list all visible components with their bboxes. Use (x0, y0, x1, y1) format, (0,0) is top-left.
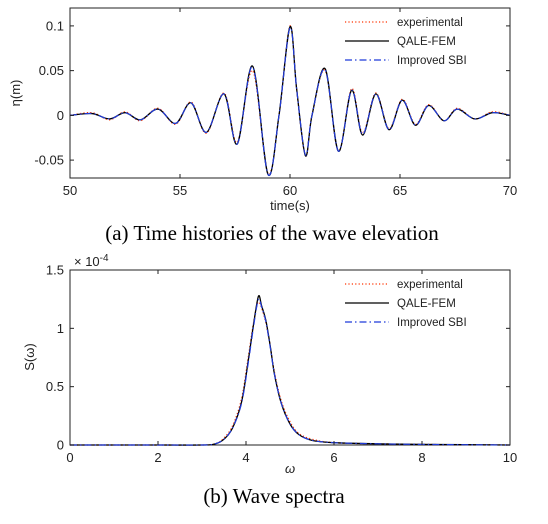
panel-b-xtick-label: 8 (418, 450, 425, 465)
panel-b-ytick-label: 0 (57, 438, 64, 453)
panel-b-xtick-label: 0 (66, 450, 73, 465)
panel-a-xtick-label: 70 (503, 183, 517, 198)
panel-b-exponent: -4 (100, 253, 109, 264)
panel-b-xlabel: ω (285, 461, 295, 476)
panel-a-chart: 50 55 60 65 70 -0.05 0 0.05 0.1 time(s) η(m) exp… (8, 7, 517, 245)
panel-a-legend-label: QALE-FEM (397, 36, 456, 48)
panel-a-caption: (a) Time histories of the wave elevation (105, 221, 439, 245)
panel-a-series-improved-sbi (69, 27, 511, 176)
panel-b-plot-area (69, 269, 511, 446)
panel-b-caption: (b) Wave spectra (203, 484, 345, 508)
panel-b-ylabel: S(ω) (22, 343, 37, 370)
panel-b-xtick-label: 2 (154, 450, 161, 465)
panel-b-ytick-label: 0.5 (46, 379, 64, 394)
panel-b-xtick-label: 6 (330, 450, 337, 465)
panel-b-ticks: 0 2 4 6 8 10 0 0.5 1 1.5 (46, 263, 517, 466)
panel-a-xtick-label: 65 (393, 183, 407, 198)
panel-b-xtick-label: 10 (503, 450, 517, 465)
panel-a-ytick-label: 0.05 (39, 63, 64, 78)
panel-a-ytick-label: 0 (57, 108, 64, 123)
panel-b-chart: 0 2 4 6 8 10 0 0.5 1 1.5 × 10-4 ω S(ω) experiment… (22, 253, 517, 508)
panel-b-exponent-label: × 10-4 (74, 253, 109, 269)
panel-b-series-improved-sbi (70, 298, 511, 446)
panel-b-xtick-label: 4 (242, 450, 249, 465)
panel-a-xtick-label: 55 (173, 183, 187, 198)
panel-b-legend-label: QALE-FEM (397, 298, 456, 310)
panel-a-ylabel: η(m) (8, 80, 23, 107)
panel-b-ytick-label: 1 (57, 321, 64, 336)
panel-b-legend-label: Improved SBI (397, 317, 467, 329)
panel-a-plot-area (69, 7, 511, 179)
panel-a-legend-label: experimental (397, 17, 463, 29)
panel-a-xtick-label: 50 (63, 183, 77, 198)
panel-a-ytick-label: -0.05 (34, 153, 64, 168)
panel-a-legend-label: Improved SBI (397, 55, 467, 67)
panel-a-xtick-label: 60 (283, 183, 297, 198)
panel-a-ytick-label: 0.1 (46, 18, 64, 33)
panel-b-legend-label: experimental (397, 279, 463, 291)
panel-b-legend: experimental QALE-FEM Improved SBI (345, 279, 467, 329)
panel-a-legend: experimental QALE-FEM Improved SBI (345, 17, 467, 67)
panel-b-ytick-label: 1.5 (46, 263, 64, 278)
panel-b-series-group (70, 294, 511, 446)
panel-a-ticks: 50 55 60 65 70 -0.05 0 0.05 0.1 (34, 8, 517, 198)
panel-a-xlabel: time(s) (270, 198, 310, 213)
panel-a-series-group (69, 25, 511, 177)
